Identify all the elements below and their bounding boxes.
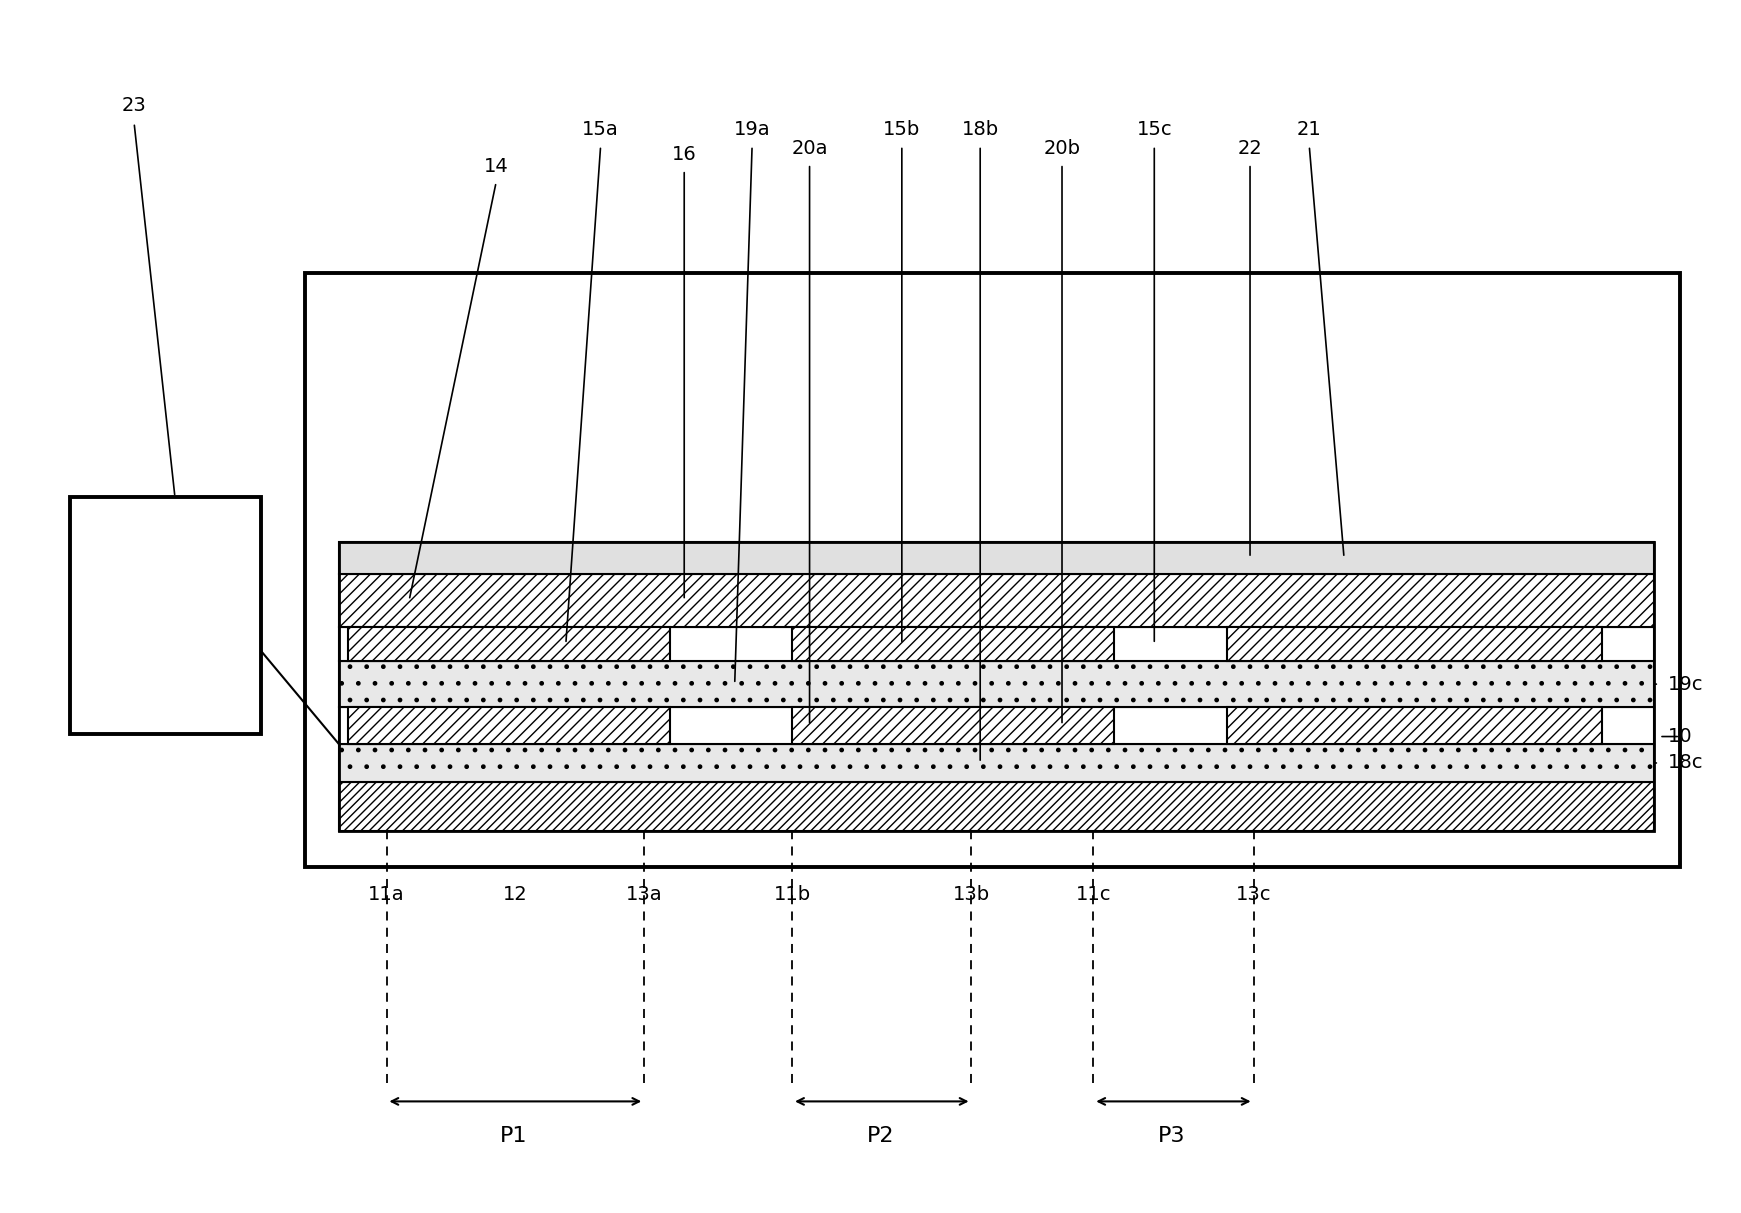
Bar: [348, 707, 670, 744]
Text: 14: 14: [484, 156, 508, 176]
Text: 13a: 13a: [625, 885, 663, 905]
Text: P2: P2: [867, 1126, 895, 1145]
Text: 21: 21: [1297, 120, 1321, 139]
Bar: [1227, 707, 1602, 744]
Bar: [305, 273, 1680, 867]
Text: 10: 10: [1668, 727, 1692, 746]
Text: 18c: 18c: [1668, 753, 1703, 773]
Text: 11b: 11b: [773, 885, 811, 905]
Bar: [339, 744, 1654, 782]
Bar: [1227, 627, 1602, 661]
Bar: [339, 782, 1654, 831]
Text: 12: 12: [503, 885, 528, 905]
Bar: [348, 627, 670, 661]
Bar: [339, 707, 1654, 744]
Text: 15c: 15c: [1137, 120, 1172, 139]
Text: P1: P1: [500, 1126, 528, 1145]
Text: 19c: 19c: [1668, 674, 1703, 694]
Text: 19a: 19a: [733, 120, 771, 139]
Text: 15a: 15a: [581, 120, 620, 139]
Bar: [70, 497, 261, 734]
Bar: [339, 574, 1654, 627]
Bar: [339, 627, 1654, 661]
Text: 20a: 20a: [792, 138, 827, 158]
Bar: [792, 707, 1114, 744]
Bar: [339, 661, 1654, 707]
Text: 22: 22: [1238, 138, 1262, 158]
Text: 13c: 13c: [1236, 885, 1271, 905]
Bar: [792, 627, 1114, 661]
Bar: [339, 542, 1654, 831]
Text: 23: 23: [122, 96, 146, 115]
Text: 13b: 13b: [952, 885, 991, 905]
Text: 18b: 18b: [961, 120, 999, 139]
Bar: [339, 542, 1654, 574]
Text: 15b: 15b: [883, 120, 921, 139]
Text: P3: P3: [1158, 1126, 1186, 1145]
Text: 11c: 11c: [1076, 885, 1111, 905]
Text: 20b: 20b: [1043, 138, 1081, 158]
Text: 11a: 11a: [367, 885, 406, 905]
Text: 16: 16: [672, 144, 696, 164]
